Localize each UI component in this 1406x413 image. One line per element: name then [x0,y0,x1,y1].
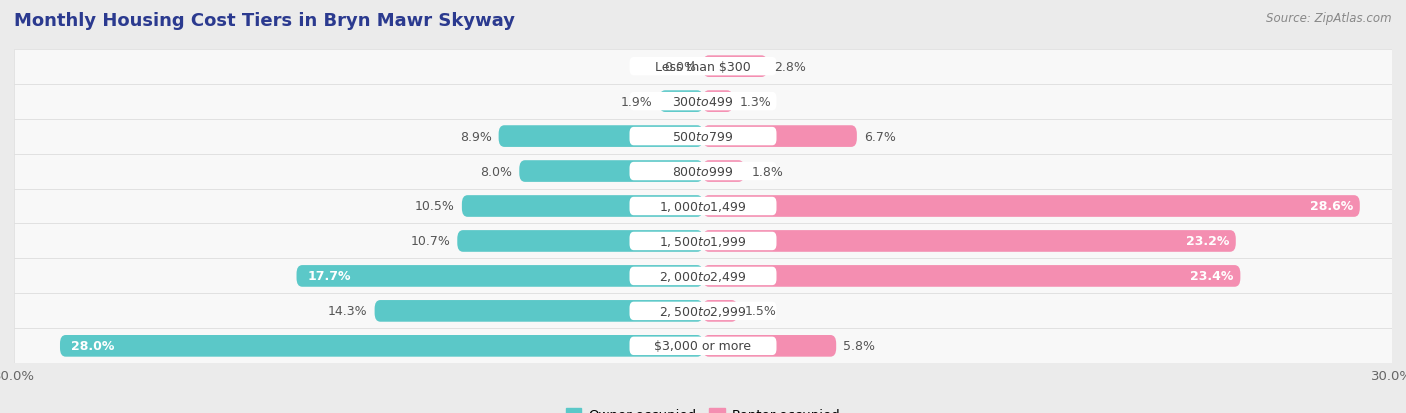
FancyBboxPatch shape [703,266,1240,287]
FancyBboxPatch shape [519,161,703,183]
Text: 2.8%: 2.8% [775,61,806,74]
Text: 23.4%: 23.4% [1189,270,1233,283]
FancyBboxPatch shape [703,161,744,183]
Bar [14,329,1392,363]
Text: 28.0%: 28.0% [72,339,115,352]
Text: 0.0%: 0.0% [664,61,696,74]
Text: $300 to $499: $300 to $499 [672,95,734,108]
FancyBboxPatch shape [630,197,776,216]
Bar [14,259,1392,294]
Bar [14,50,1392,84]
Text: $2,000 to $2,499: $2,000 to $2,499 [659,269,747,283]
FancyBboxPatch shape [297,266,703,287]
Text: 17.7%: 17.7% [308,270,352,283]
Bar [14,224,1392,259]
FancyBboxPatch shape [703,300,738,322]
Text: 10.5%: 10.5% [415,200,456,213]
Text: 28.6%: 28.6% [1309,200,1353,213]
FancyBboxPatch shape [461,196,703,217]
Text: 6.7%: 6.7% [863,130,896,143]
Text: Source: ZipAtlas.com: Source: ZipAtlas.com [1267,12,1392,25]
Text: 10.7%: 10.7% [411,235,450,248]
FancyBboxPatch shape [630,128,776,146]
FancyBboxPatch shape [630,302,776,320]
FancyBboxPatch shape [630,93,776,111]
FancyBboxPatch shape [457,230,703,252]
FancyBboxPatch shape [630,337,776,355]
FancyBboxPatch shape [703,335,837,357]
Bar [14,119,1392,154]
Text: 8.9%: 8.9% [460,130,492,143]
Text: $3,000 or more: $3,000 or more [655,339,751,352]
Text: 23.2%: 23.2% [1185,235,1229,248]
FancyBboxPatch shape [630,162,776,181]
Text: 1.8%: 1.8% [751,165,783,178]
FancyBboxPatch shape [374,300,703,322]
Text: $1,000 to $1,499: $1,000 to $1,499 [659,199,747,214]
Text: Less than $300: Less than $300 [655,61,751,74]
FancyBboxPatch shape [60,335,703,357]
Legend: Owner-occupied, Renter-occupied: Owner-occupied, Renter-occupied [560,402,846,413]
FancyBboxPatch shape [703,91,733,113]
FancyBboxPatch shape [630,232,776,251]
Bar [14,294,1392,329]
Text: $800 to $999: $800 to $999 [672,165,734,178]
Text: 1.9%: 1.9% [620,95,652,108]
Text: $500 to $799: $500 to $799 [672,130,734,143]
FancyBboxPatch shape [659,91,703,113]
Text: $2,500 to $2,999: $2,500 to $2,999 [659,304,747,318]
Bar [14,154,1392,189]
FancyBboxPatch shape [703,126,856,147]
Bar [14,189,1392,224]
Text: 1.5%: 1.5% [744,305,776,318]
FancyBboxPatch shape [703,56,768,78]
FancyBboxPatch shape [499,126,703,147]
FancyBboxPatch shape [630,58,776,76]
FancyBboxPatch shape [630,267,776,285]
Text: 14.3%: 14.3% [328,305,368,318]
Text: Monthly Housing Cost Tiers in Bryn Mawr Skyway: Monthly Housing Cost Tiers in Bryn Mawr … [14,12,515,30]
Text: $1,500 to $1,999: $1,500 to $1,999 [659,235,747,248]
Bar [14,84,1392,119]
FancyBboxPatch shape [703,196,1360,217]
Text: 8.0%: 8.0% [481,165,512,178]
Text: 1.3%: 1.3% [740,95,772,108]
Text: 5.8%: 5.8% [844,339,875,352]
FancyBboxPatch shape [703,230,1236,252]
